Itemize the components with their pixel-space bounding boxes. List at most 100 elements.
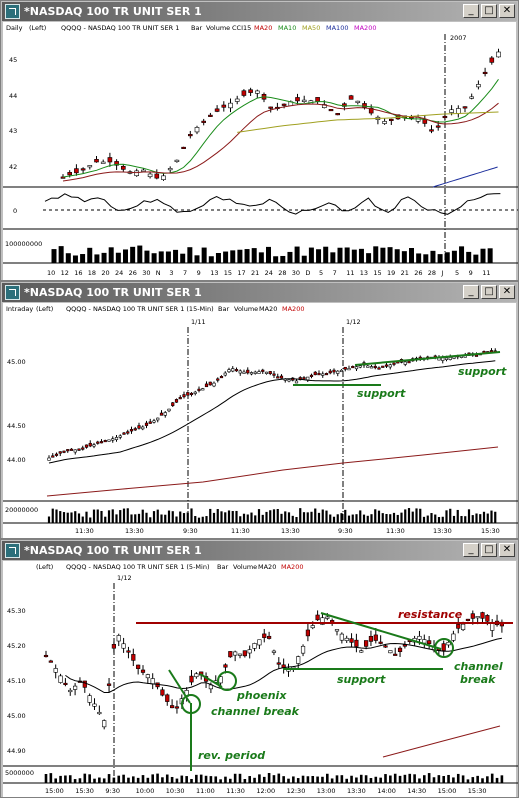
- candle-body: [174, 159, 180, 162]
- intraday-5min-chart-svg[interactable]: (Left) QQQQ - NASDAQ 100 TR UNIT SER 1 (…: [3, 561, 518, 797]
- candle-body: [351, 366, 355, 369]
- volume-bar: [47, 516, 51, 523]
- volume-bar: [351, 249, 357, 263]
- candle-body: [106, 683, 112, 686]
- volume-bar: [80, 254, 86, 263]
- minimize-button[interactable]: _: [463, 543, 479, 557]
- volume-bar: [359, 774, 363, 783]
- candle-body: [212, 382, 216, 387]
- candle-body: [62, 450, 66, 453]
- volume-bar: [123, 249, 128, 263]
- candle-body: [313, 371, 317, 376]
- title-bar[interactable]: *NASDAQ 100 TR UNIT SER 1 _ □ ✕: [2, 2, 517, 21]
- minimize-button[interactable]: _: [463, 4, 479, 18]
- volume-bar: [364, 775, 368, 783]
- candle-body: [272, 373, 276, 376]
- volume-bar: [466, 779, 470, 783]
- volume-bar: [374, 509, 377, 523]
- candle-body: [475, 616, 480, 619]
- volume-bar: [215, 253, 221, 263]
- candle-body: [102, 720, 107, 728]
- volume-bar: [310, 511, 313, 523]
- volume-bar: [265, 511, 268, 523]
- plot-area[interactable]: Intraday (Left) QQQQ - NASDAQ 100 TR UNI…: [3, 303, 518, 538]
- volume-bar: [132, 776, 135, 783]
- volume-bar: [158, 251, 164, 263]
- title-bar[interactable]: *NASDAQ 100 TR UNIT SER 1 _ □ ✕: [2, 541, 517, 560]
- volume-bar: [237, 249, 243, 263]
- volume-bar: [98, 777, 101, 783]
- candle-body: [248, 89, 253, 93]
- maximize-button[interactable]: □: [481, 4, 497, 18]
- volume-bar: [347, 515, 351, 523]
- channel-annotation: channel: [454, 660, 503, 673]
- chart-window-daily[interactable]: *NASDAQ 100 TR UNIT SER 1 _ □ ✕ Daily (L…: [0, 0, 519, 281]
- candle-body: [58, 675, 63, 683]
- volume-bar: [316, 249, 322, 263]
- candle-body: [221, 104, 227, 108]
- candle-body: [435, 125, 441, 128]
- candle-body: [111, 644, 116, 649]
- close-button[interactable]: ✕: [499, 285, 515, 299]
- candle-body: [156, 417, 160, 421]
- y-tick-label: 45.00: [7, 358, 26, 366]
- x-tick-label: 9: [197, 269, 201, 277]
- volume-bar: [350, 775, 353, 783]
- volume-bar: [272, 509, 276, 523]
- close-button[interactable]: ✕: [499, 543, 515, 557]
- volume-bar: [437, 517, 441, 523]
- daily-chart-svg[interactable]: Daily (Left) QQQQ - NASDAQ 100 TR UNIT S…: [3, 22, 518, 280]
- maximize-button[interactable]: □: [481, 543, 497, 557]
- volume-bar: [244, 249, 250, 263]
- volume-bar: [445, 510, 448, 523]
- year-label: 2007: [450, 34, 467, 42]
- volume-bar: [321, 776, 324, 783]
- chart-window-5min[interactable]: *NASDAQ 100 TR UNIT SER 1 _ □ ✕ (Left) Q…: [0, 539, 519, 798]
- ma50-line: [237, 111, 499, 133]
- chart-app-icon: [5, 285, 20, 300]
- maximize-button[interactable]: □: [481, 285, 497, 299]
- volume-bar: [422, 516, 426, 523]
- volume-bar: [480, 248, 486, 263]
- candle-body: [271, 650, 277, 653]
- x-tick-label: 16: [74, 269, 82, 277]
- candle-body: [171, 402, 175, 406]
- volume-bar: [381, 513, 384, 523]
- candle-body: [134, 170, 139, 177]
- chart-window-15min[interactable]: *NASDAQ 100 TR UNIT SER 1 _ □ ✕ Intraday…: [0, 281, 519, 539]
- x-tick-label: 12:30: [287, 787, 306, 795]
- y-tick-label: 45.00: [7, 712, 26, 720]
- volume-bar: [51, 249, 57, 263]
- candle-body: [281, 103, 287, 106]
- volume-bar: [340, 775, 344, 783]
- volume-bar: [302, 512, 306, 523]
- x-tick-label: 9: [469, 269, 473, 277]
- candle-body: [366, 365, 370, 368]
- plot-area[interactable]: (Left) QQQQ - NASDAQ 100 TR UNIT SER 1 (…: [3, 561, 518, 797]
- volume-bar: [165, 774, 169, 783]
- volume-bar: [156, 509, 159, 523]
- candle-body: [321, 373, 325, 376]
- candle-body: [456, 624, 461, 629]
- candle-body: [144, 422, 149, 426]
- volume-bar: [164, 514, 167, 523]
- candle-body: [358, 365, 362, 368]
- plot-area[interactable]: Daily (Left) QQQQ - NASDAQ 100 TR UNIT S…: [3, 22, 518, 280]
- candle-body: [452, 356, 456, 359]
- volume-bar: [51, 508, 54, 523]
- candle-body: [167, 168, 173, 171]
- minimize-button[interactable]: _: [463, 285, 479, 299]
- volume-bar: [151, 253, 157, 263]
- volume-bar: [195, 774, 198, 783]
- candle-body: [114, 437, 119, 440]
- volume-bar: [96, 509, 99, 523]
- close-button[interactable]: ✕: [499, 4, 515, 18]
- ma200-line: [46, 446, 499, 497]
- volume-bar: [416, 253, 422, 263]
- candle-body: [82, 680, 87, 688]
- volume-bar: [311, 775, 315, 783]
- title-bar[interactable]: *NASDAQ 100 TR UNIT SER 1 _ □ ✕: [2, 283, 517, 302]
- intraday-15min-chart-svg[interactable]: Intraday (Left) QQQQ - NASDAQ 100 TR UNI…: [3, 303, 518, 538]
- x-tick-label: 26: [414, 269, 422, 277]
- volume-bar: [152, 511, 156, 523]
